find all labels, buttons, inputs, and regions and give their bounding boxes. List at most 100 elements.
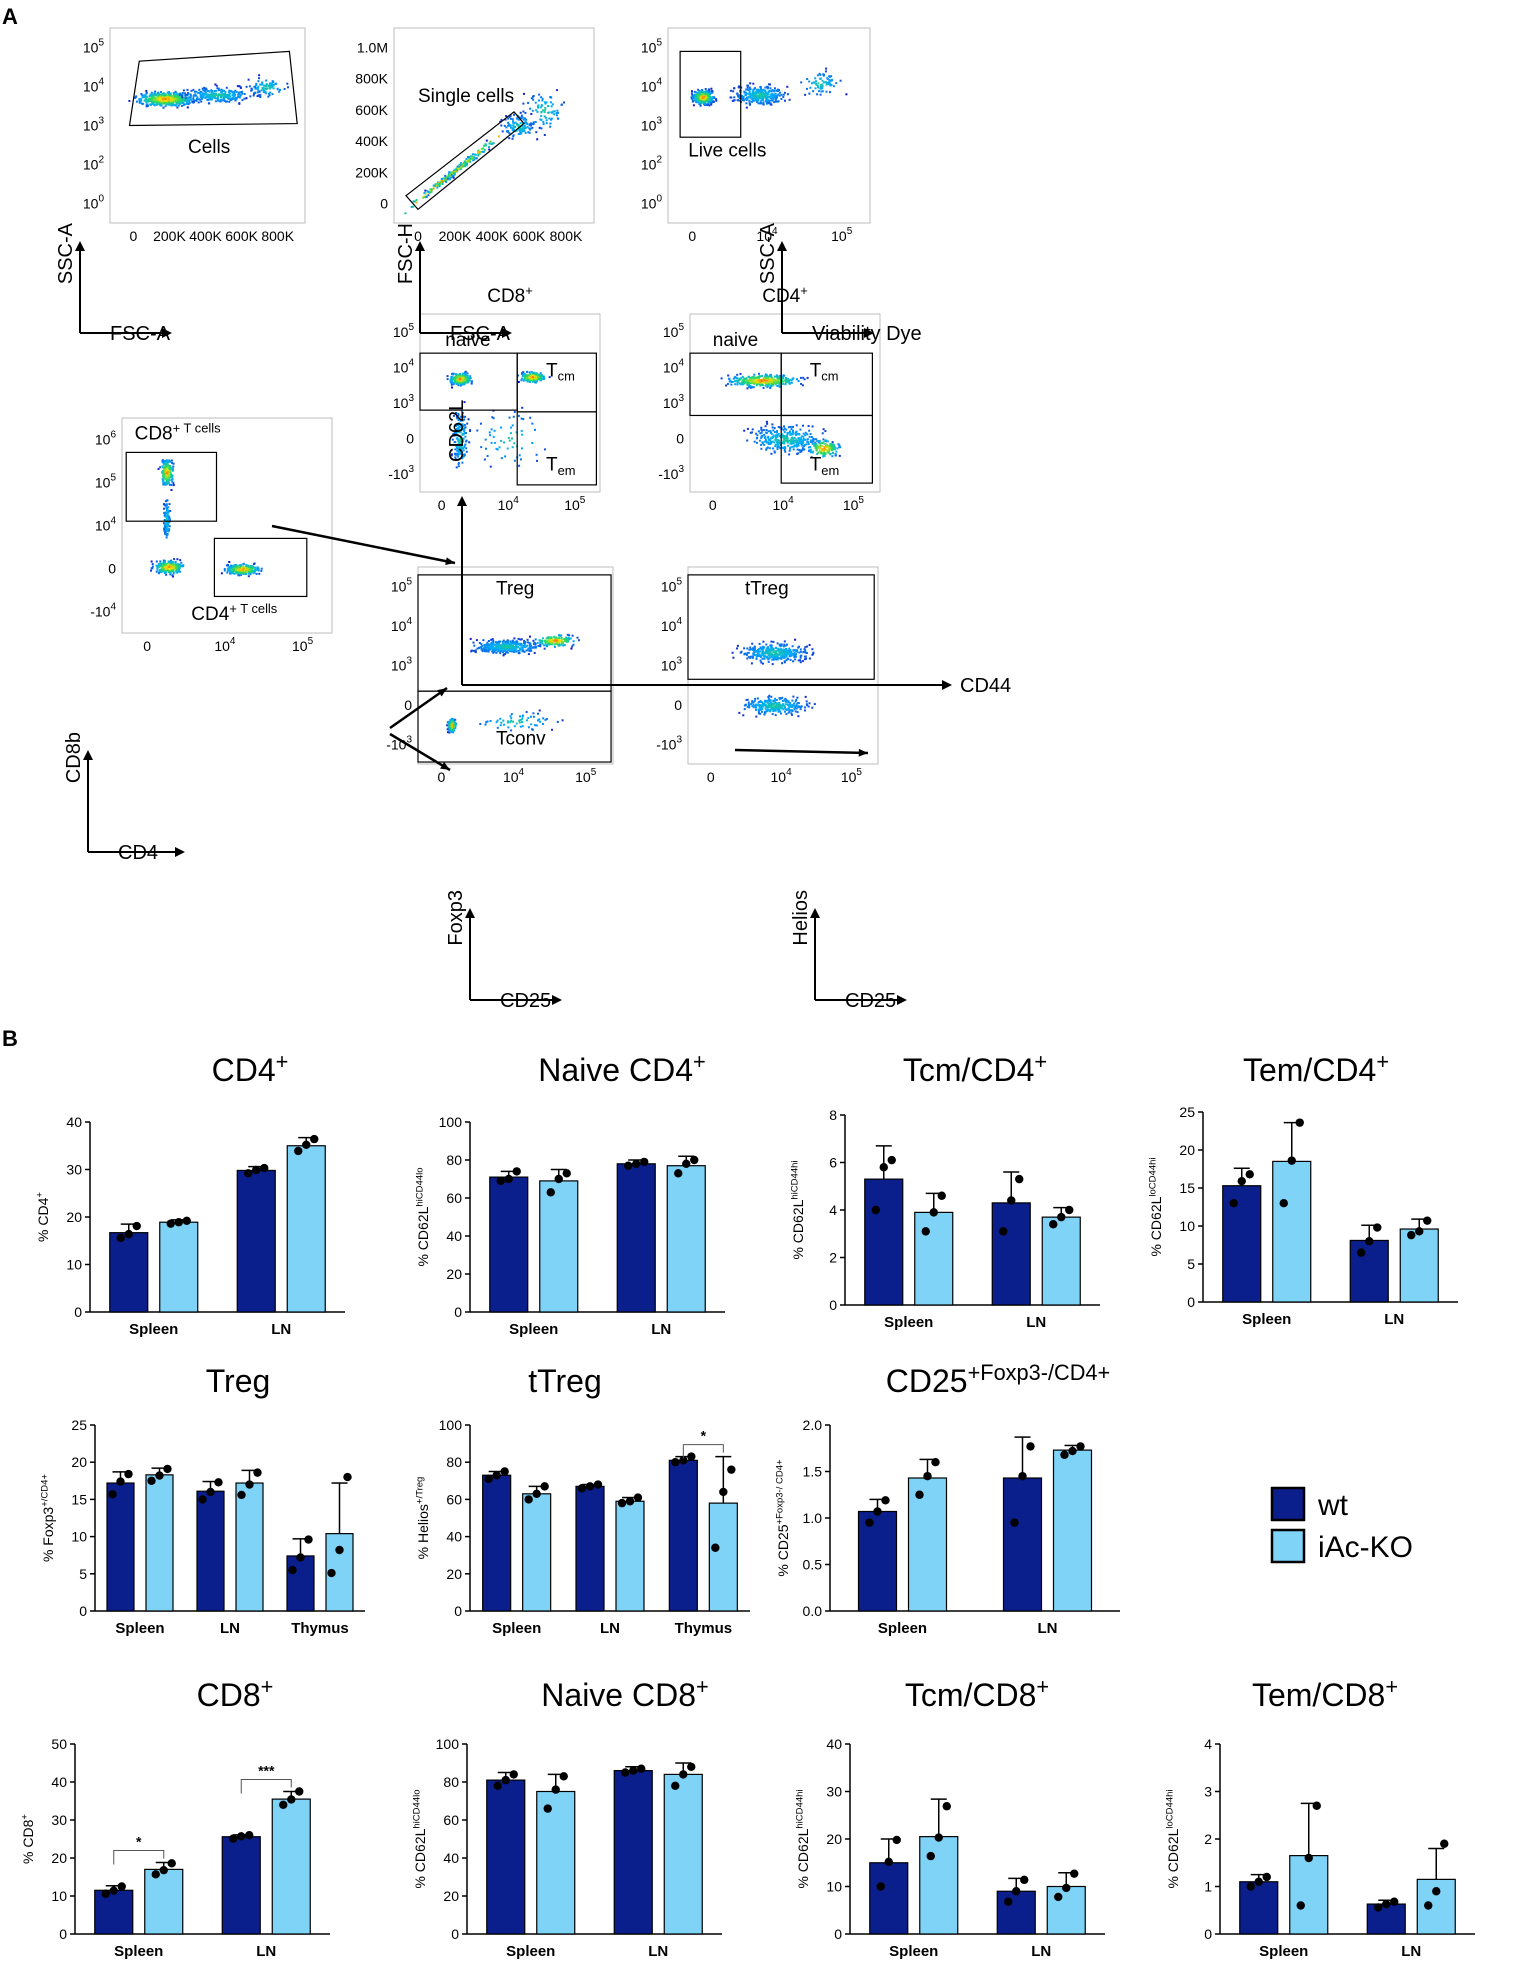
y-tick-label: 104 (393, 357, 415, 375)
event-dot (151, 565, 154, 568)
event-dot (540, 374, 543, 377)
event-dot (776, 377, 779, 380)
event-dot (261, 83, 263, 86)
event-dot (777, 433, 780, 435)
event-dot (773, 427, 776, 430)
event-dot (162, 472, 165, 475)
event-dot (455, 437, 458, 440)
event-dot (165, 528, 168, 531)
event-dot (163, 467, 166, 470)
event-dot (824, 70, 827, 73)
event-dot (500, 124, 503, 127)
event-dot (439, 181, 442, 184)
event-dot (444, 174, 447, 177)
event-dot (242, 567, 245, 570)
event-dot (475, 639, 478, 642)
event-dot (480, 645, 483, 648)
event-dot (521, 116, 524, 119)
event-dot (531, 126, 534, 129)
event-dot (194, 93, 197, 96)
event-dot (509, 124, 512, 127)
event-dot (469, 375, 472, 378)
event-dot (547, 643, 550, 646)
event-dot (176, 570, 178, 573)
event-dot (461, 428, 464, 431)
event-dot (468, 160, 471, 163)
event-dot (531, 377, 534, 380)
event-dot (178, 97, 181, 100)
event-dot (752, 92, 755, 95)
event-dot (223, 100, 226, 102)
event-dot (499, 640, 502, 643)
event-dot (188, 101, 191, 104)
event-dot (146, 103, 149, 106)
event-dot (171, 467, 174, 470)
event-dot (507, 117, 510, 120)
event-dot (808, 80, 811, 83)
event-dot (572, 640, 575, 643)
event-dot (787, 426, 790, 429)
event-dot (508, 648, 511, 651)
event-dot (179, 570, 182, 573)
event-dot (128, 100, 131, 102)
event-dot (202, 95, 205, 97)
event-dot (427, 194, 430, 197)
y-tick-label: 600K (355, 102, 388, 118)
event-dot (235, 565, 238, 568)
event-dot (521, 433, 524, 436)
event-dot (247, 570, 250, 573)
event-dot (225, 93, 228, 96)
event-dot (759, 94, 762, 97)
event-dot (175, 94, 177, 97)
event-dot (173, 93, 176, 96)
event-dot (461, 411, 464, 414)
event-dot (200, 90, 203, 93)
event-dot (504, 118, 507, 121)
flow-plot-frame (667, 27, 871, 224)
event-dot (699, 97, 702, 100)
event-dot (505, 643, 508, 646)
event-dot (499, 652, 502, 655)
event-dot (460, 447, 463, 450)
event-dot (247, 564, 250, 567)
event-dot (203, 86, 206, 89)
event-dot (691, 90, 693, 93)
event-dot (776, 448, 779, 451)
event-dot (157, 100, 160, 103)
event-dot (168, 570, 171, 573)
event-dot (522, 130, 525, 133)
event-dot (775, 379, 778, 382)
event-dot (748, 103, 751, 105)
event-dot (746, 86, 749, 89)
event-dot (800, 450, 803, 453)
event-dot (834, 454, 837, 457)
event-dot (225, 100, 227, 103)
event-dot (168, 478, 170, 481)
event-dot (540, 96, 543, 99)
event-dot (232, 565, 234, 568)
y-tick-label: 200K (355, 164, 388, 180)
event-dot (703, 97, 706, 100)
event-dot (773, 93, 776, 96)
event-dot (462, 377, 465, 380)
event-dot (238, 85, 241, 88)
event-dot (455, 432, 458, 435)
event-dot (233, 565, 236, 568)
event-dot (147, 104, 149, 107)
event-dot (520, 638, 523, 641)
event-dot (520, 114, 523, 117)
event-dot (488, 142, 491, 145)
event-dot (178, 98, 181, 101)
event-dot (741, 383, 744, 386)
event-dot (782, 377, 785, 380)
flow-plot-title: CD4+ (762, 283, 808, 307)
event-dot (422, 196, 425, 199)
event-dot (201, 93, 204, 96)
event-dot (527, 647, 530, 650)
event-dot (456, 455, 459, 458)
event-dot (528, 127, 531, 130)
event-dot (170, 483, 173, 486)
event-dot (253, 571, 256, 574)
event-dot (786, 85, 789, 88)
